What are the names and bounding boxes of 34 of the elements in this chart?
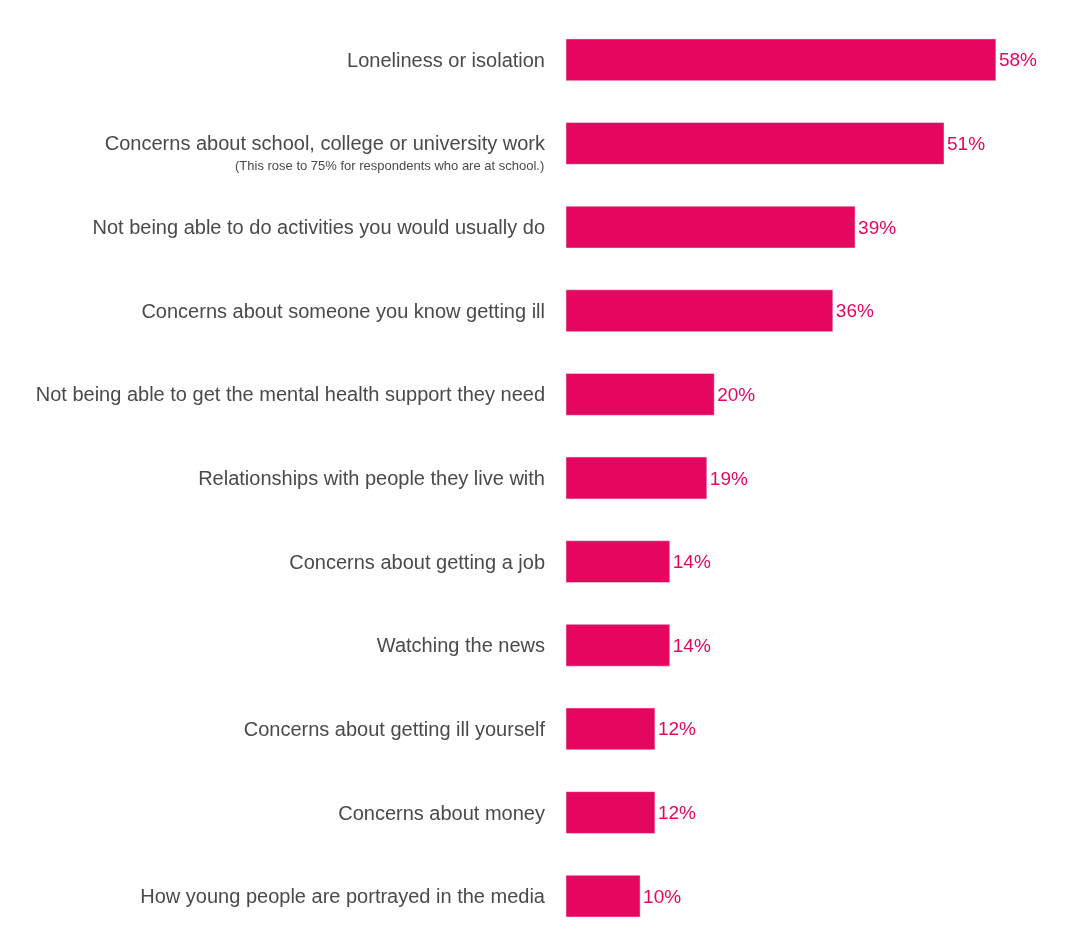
data-label: 12% (657, 802, 697, 824)
data-label: 14% (672, 634, 711, 656)
data-label: 10% (643, 885, 682, 907)
y-tick-label: Loneliness or isolation (347, 48, 545, 71)
bar (566, 707, 656, 751)
data-label: 58% (998, 49, 1038, 71)
data-label: 51% (947, 132, 986, 154)
bar (566, 624, 671, 667)
data-label: 39% (858, 216, 897, 238)
data-label: 12% (657, 718, 697, 740)
y-tick-label: Relationships with people they live with (198, 467, 545, 489)
bar (566, 791, 656, 834)
y-tick-label: Watching the news (376, 634, 545, 657)
y-tick-label: Concerns about money (338, 801, 545, 824)
bar (566, 456, 708, 500)
y-tick-label: Concerns about someone you know getting ill (141, 299, 545, 322)
bar (566, 122, 945, 165)
data-label: 14% (672, 551, 711, 573)
text: (This rose to 75% for respondents who are at school.) (235, 158, 545, 173)
bar (566, 373, 715, 416)
bar (566, 38, 997, 81)
y-tick-label: Concerns about getting a job (289, 550, 545, 573)
y-tick-label: Concerns about school, college or university work (104, 132, 546, 155)
bar (566, 205, 856, 249)
y-tick-label: How young people are portrayed in the media (140, 885, 546, 908)
y-tick-label: Not being able to do activities you would usually do (92, 216, 545, 239)
bar (566, 875, 641, 918)
bar (566, 540, 671, 583)
y-tick-label: Not being able to get the mental health support they need (35, 383, 545, 406)
data-label: 19% (709, 467, 748, 489)
data-label: 20% (717, 383, 756, 405)
bar (566, 289, 834, 332)
y-tick-label: Concerns about getting ill yourself (243, 717, 546, 740)
data-label: 36% (835, 300, 874, 322)
